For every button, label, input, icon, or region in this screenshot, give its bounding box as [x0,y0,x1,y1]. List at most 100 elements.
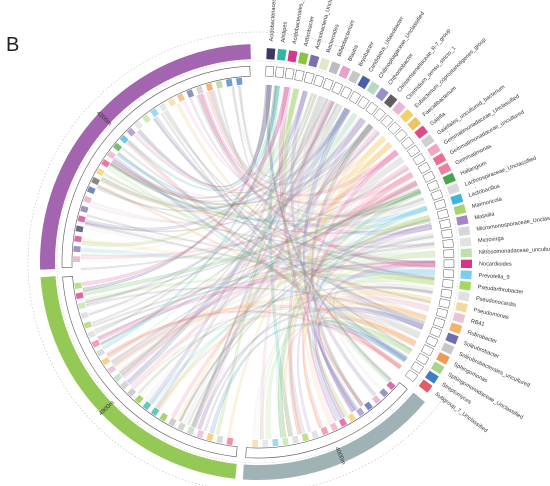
flow-ribbon [92,243,435,327]
group-track-block [150,108,159,118]
flow-ribbon [127,306,421,384]
flow-ribbon [277,189,422,438]
group-track-block [282,437,289,446]
taxon-track [438,298,451,309]
taxon-sector [424,370,439,384]
flow-ribbon [237,85,317,177]
flow-ribbon [283,88,348,417]
flow-ribbon [106,166,412,354]
taxon-sector [357,75,371,90]
flow-ribbon [288,142,393,435]
flow-ribbon [86,214,435,281]
taxon-track [357,96,370,110]
group-track-block [206,432,214,442]
group-track-block [364,401,373,411]
group-track-block [195,85,204,95]
group-track-block [106,150,116,160]
taxon-track [420,344,434,357]
group-track-block [73,245,81,253]
taxon-track [441,228,453,239]
flow-ribbon [94,260,436,332]
taxon-sector [426,143,441,157]
flow-ribbon [81,247,435,276]
taxon-sector [432,152,447,166]
flow-ribbon [130,180,418,389]
group-track-block [379,388,389,398]
flow-ribbon [208,90,435,249]
taxon-track [322,77,334,91]
taxon-track [435,307,449,319]
flow-ribbon [137,286,433,394]
flow-ribbon [127,85,280,191]
flow-ribbon [133,108,349,194]
taxon-track [365,101,379,116]
flow-ribbon [85,187,420,304]
flow-ribbon [80,250,436,260]
taxon-sector [375,87,389,102]
ribbon-layer [80,85,436,440]
flow-ribbon [126,140,402,370]
group-track-block [225,78,233,87]
flow-ribbon [116,152,428,228]
taxon-label: RB41 [470,319,485,329]
group-track-block [74,282,82,290]
taxon-sector [440,342,455,355]
flow-ribbon [103,112,358,208]
group-track-block [205,82,214,92]
taxon-track [415,352,430,366]
group-track-block [101,159,111,168]
flow-ribbon [182,100,409,203]
flow-ribbon [84,273,435,302]
taxon-sector [460,259,472,269]
taxon-sector [453,204,467,216]
taxon-track [380,114,394,128]
flow-ribbon [97,184,417,346]
group-track-block [176,93,186,103]
flow-ribbon [211,90,421,339]
flow-ribbon [100,206,428,346]
group-track-block [95,167,105,177]
taxon-sector [437,162,452,176]
flow-ribbon [165,109,413,351]
taxon-label: Microvirga [478,236,505,245]
group-track-block [196,429,205,439]
taxon-sector [399,108,414,123]
group-track-block [127,387,137,397]
taxon-label: Alistipes [281,21,289,43]
flow-ribbon [260,99,335,440]
taxon-track [265,65,275,77]
group-track-4800m [62,275,238,458]
flow-ribbon [276,112,358,438]
group-track-block [91,339,101,348]
flow-ribbon [121,147,436,264]
group-track-block [226,437,234,446]
taxon-track [294,69,305,82]
flow-ribbon [82,86,290,287]
group-track-block [329,422,338,432]
flow-ribbon [89,129,381,224]
taxon-sector [430,361,445,375]
taxon-sector [407,117,422,131]
group-track-block [96,348,106,357]
taxon-sector [457,291,470,302]
flow-ribbon [109,163,431,234]
group-track-block [371,395,381,405]
taxon-sector [446,183,460,195]
flow-ribbon [269,85,294,437]
flow-ribbon [90,157,405,226]
group-track-block [252,439,258,447]
flow-ribbon [304,129,380,422]
taxon-track [426,179,440,192]
flow-ribbon [230,86,425,218]
flow-ribbon [296,96,363,407]
taxon-sector [414,125,429,139]
group-track-block [159,412,168,422]
flow-ribbon [135,99,335,192]
group-track-block [167,97,177,107]
flow-ribbon [117,232,434,373]
track-layer [27,31,489,486]
group-track-block [83,195,92,204]
flow-ribbon [97,185,435,248]
taxon-track [313,74,325,88]
flow-ribbon [227,141,393,437]
